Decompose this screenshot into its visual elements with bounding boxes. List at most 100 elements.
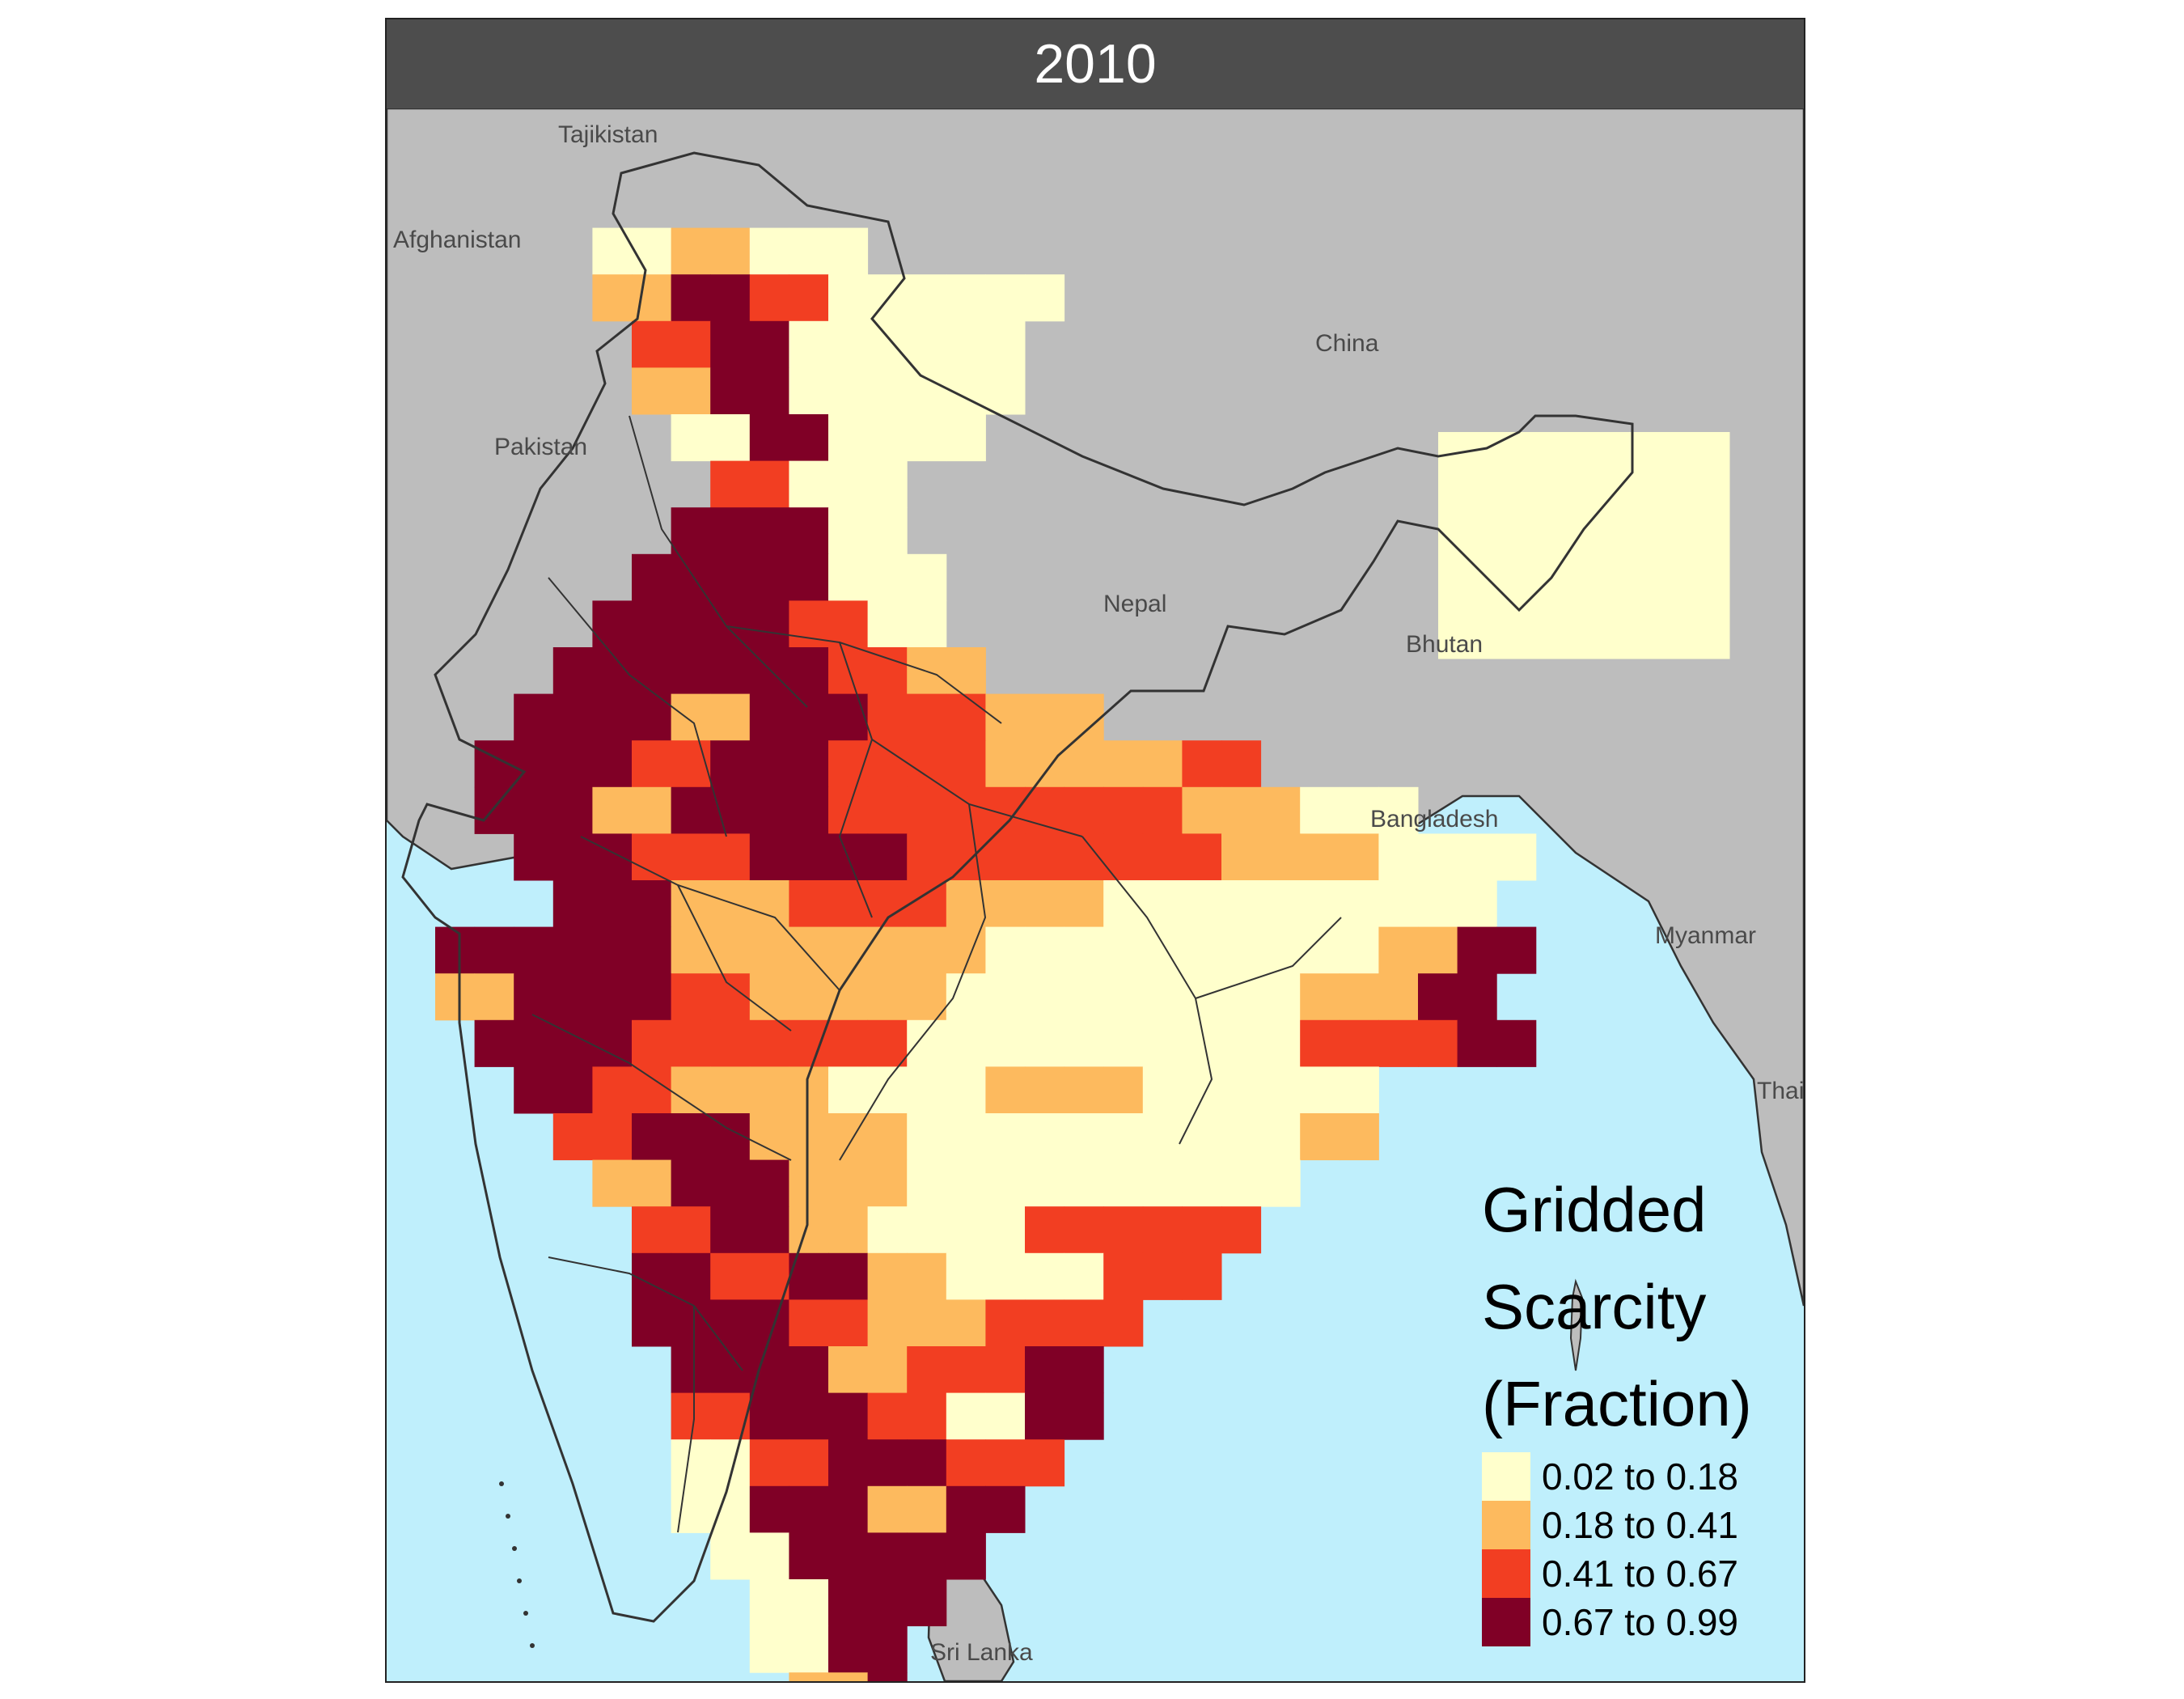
grid-cell <box>907 320 947 368</box>
legend-item: 0.02 to 0.18 <box>1482 1452 1752 1501</box>
grid-cell <box>867 1019 908 1067</box>
grid-cell <box>1064 1252 1104 1300</box>
grid-cell <box>1025 1346 1065 1394</box>
grid-cell <box>867 647 908 695</box>
grid-cell <box>789 693 829 741</box>
grid-cell <box>985 693 1026 741</box>
andaman-islands <box>1569 1278 1584 1371</box>
grid-cell <box>671 693 711 741</box>
grid-cell <box>1496 432 1526 465</box>
grid-cell <box>1496 464 1526 498</box>
grid-cell <box>789 1625 829 1673</box>
grid-cell <box>946 414 986 462</box>
legend-swatch <box>1482 1598 1530 1646</box>
grid-cell <box>985 1485 1026 1533</box>
grid-cell <box>789 274 829 322</box>
grid-cell <box>867 1113 908 1161</box>
grid-cell <box>907 1113 947 1161</box>
grid-cell <box>1103 973 1144 1021</box>
grid-cell <box>907 973 947 1021</box>
grid-cell <box>514 740 554 788</box>
grid-cell <box>1700 626 1730 659</box>
grid-cell <box>789 1019 829 1067</box>
grid-cell <box>749 1439 789 1487</box>
grid-cell <box>828 1392 869 1440</box>
grid-cell <box>710 274 751 322</box>
grid-cell <box>1613 626 1643 659</box>
grid-cell <box>1642 594 1672 627</box>
grid-cell <box>867 320 908 368</box>
grid-cell <box>1025 1252 1065 1300</box>
grid-cell <box>1584 529 1614 562</box>
grid-cell <box>514 1066 554 1114</box>
grid-cell <box>789 227 829 275</box>
grid-cell <box>710 367 751 415</box>
grid-cell <box>671 600 711 648</box>
grid-cell <box>828 367 869 415</box>
legend-swatch <box>1482 1501 1530 1549</box>
grid-cell <box>1496 926 1537 974</box>
grid-cell <box>1260 1159 1301 1207</box>
grid-cell <box>749 320 789 368</box>
grid-cell <box>828 1159 869 1207</box>
grid-cell <box>867 1392 908 1440</box>
grid-cell <box>867 1672 908 1681</box>
grid-cell <box>749 600 789 648</box>
grid-cell <box>1025 926 1065 974</box>
grid-cell <box>749 1532 789 1580</box>
grid-cell <box>867 740 908 788</box>
grid-cell <box>592 880 633 928</box>
grid-cell <box>1103 1066 1144 1114</box>
grid-cell <box>749 1252 789 1300</box>
grid-cell <box>749 693 789 741</box>
grid-cell <box>1555 594 1585 627</box>
grid-cell <box>1300 880 1340 928</box>
grid-cell <box>907 1439 947 1487</box>
legend-title-line: (Fraction) <box>1482 1368 1752 1439</box>
grid-cell <box>1142 880 1183 928</box>
grid-cell <box>1613 497 1643 530</box>
grid-cell <box>1339 1113 1379 1161</box>
grid-cell <box>946 1066 986 1114</box>
grid-cell <box>435 973 476 1021</box>
legend-label: 0.67 to 0.99 <box>1542 1601 1738 1643</box>
india-outline <box>401 151 1634 1623</box>
grid-cell <box>710 1066 751 1114</box>
grid-cell <box>1103 1252 1144 1300</box>
grid-cell <box>985 1206 1026 1254</box>
grid-cell <box>985 367 1026 415</box>
grid-cell <box>1182 926 1222 974</box>
grid-cell <box>867 786 908 834</box>
grid-cell <box>789 1672 829 1681</box>
grid-cell <box>1496 594 1526 627</box>
grid-cell <box>946 1532 986 1580</box>
grid-cell <box>1221 1206 1262 1254</box>
grid-cell <box>1142 1113 1183 1161</box>
grid-cell <box>1584 594 1614 627</box>
grid-cell <box>1064 973 1104 1021</box>
grid-cell <box>671 1299 711 1347</box>
grid-cell <box>1457 880 1497 928</box>
grid-cell <box>671 786 711 834</box>
grid-cell <box>710 740 751 788</box>
grid-cell <box>749 460 789 508</box>
grid-cell <box>1103 926 1144 974</box>
grid-cell <box>867 1252 908 1300</box>
grid-cell <box>749 274 789 322</box>
grid-cell <box>1671 529 1701 562</box>
legend-label: 0.02 to 0.18 <box>1542 1455 1738 1498</box>
grid-cell <box>1221 973 1262 1021</box>
legend: Gridded Scarcity (Fraction) 0.02 to 0.18… <box>1482 1161 1752 1646</box>
grid-cell <box>710 1299 751 1347</box>
grid-cell <box>632 740 672 788</box>
grid-cell <box>1103 1206 1144 1254</box>
grid-cell <box>749 1485 789 1533</box>
grid-cell <box>828 600 869 648</box>
grid-cell <box>867 973 908 1021</box>
grid-cell <box>1142 973 1183 1021</box>
grid-cell <box>789 553 829 601</box>
grid-cell <box>867 833 908 881</box>
grid-cell <box>789 1579 829 1627</box>
grid-cell <box>946 1113 986 1161</box>
grid-cell <box>1418 1019 1458 1067</box>
